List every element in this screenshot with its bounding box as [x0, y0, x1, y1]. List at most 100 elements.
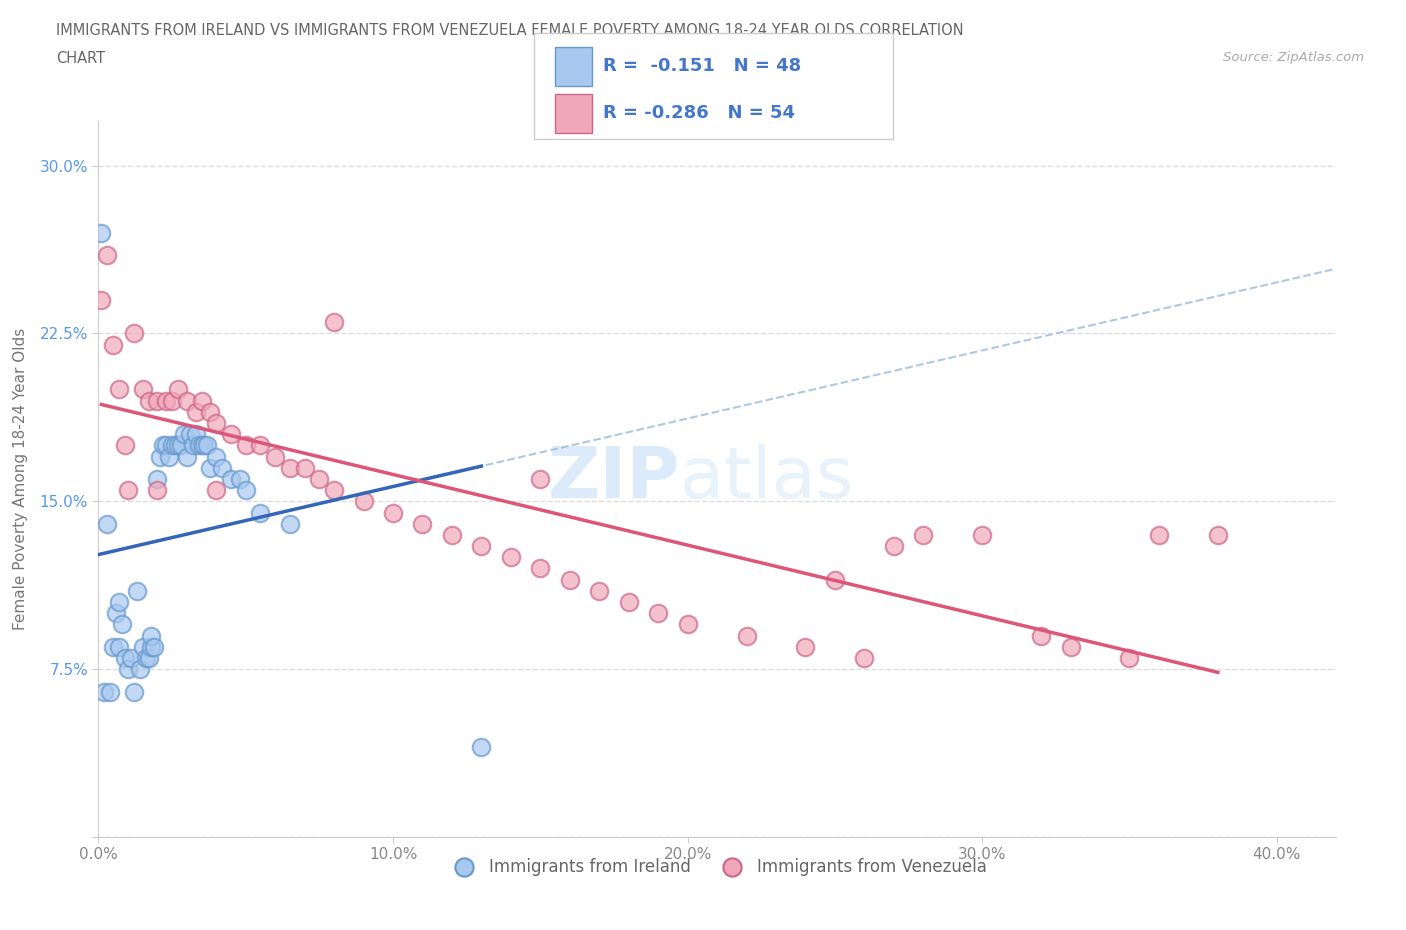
Point	[138, 651, 160, 666]
Point	[96, 516, 118, 531]
Point	[146, 472, 169, 486]
Point	[101, 639, 124, 654]
Point	[853, 651, 876, 666]
Point	[131, 382, 153, 397]
Point	[187, 438, 209, 453]
Point	[883, 538, 905, 553]
Point	[90, 225, 112, 240]
Point	[294, 460, 316, 475]
Point	[167, 438, 190, 453]
Point	[105, 605, 128, 620]
Point	[529, 472, 551, 486]
Point	[1118, 651, 1140, 666]
Point	[1059, 639, 1081, 654]
Point	[146, 483, 169, 498]
Point	[676, 617, 699, 631]
Point	[117, 662, 139, 677]
Point	[1206, 527, 1229, 542]
Point	[173, 427, 195, 442]
Point	[111, 617, 134, 631]
Point	[167, 382, 190, 397]
Point	[219, 472, 242, 486]
Point	[278, 460, 301, 475]
Point	[131, 639, 153, 654]
Point	[125, 583, 148, 598]
Point	[558, 572, 581, 587]
Point	[160, 438, 183, 453]
Point	[155, 438, 177, 453]
Point	[179, 427, 201, 442]
Point	[135, 651, 157, 666]
Point	[163, 438, 186, 453]
Point	[170, 438, 193, 453]
Point	[529, 561, 551, 576]
Point	[617, 594, 640, 609]
Point	[117, 483, 139, 498]
Point	[382, 505, 405, 520]
Point	[278, 516, 301, 531]
Point	[249, 505, 271, 520]
Point	[499, 550, 522, 565]
Point	[235, 438, 257, 453]
Legend: Immigrants from Ireland, Immigrants from Venezuela: Immigrants from Ireland, Immigrants from…	[440, 851, 994, 883]
Point	[735, 628, 758, 643]
Point	[108, 639, 131, 654]
Point	[149, 449, 172, 464]
Point	[211, 460, 233, 475]
Text: R =  -0.151   N = 48: R = -0.151 N = 48	[603, 58, 801, 75]
Point	[1029, 628, 1052, 643]
Point	[205, 449, 228, 464]
Point	[588, 583, 610, 598]
Point	[128, 662, 150, 677]
Point	[152, 438, 174, 453]
Point	[93, 684, 115, 699]
Point	[193, 438, 215, 453]
Point	[120, 651, 142, 666]
Point	[647, 605, 669, 620]
Point	[101, 338, 124, 352]
Point	[200, 460, 222, 475]
Point	[205, 483, 228, 498]
Point	[197, 438, 219, 453]
Point	[160, 393, 183, 408]
Point	[155, 393, 177, 408]
Point	[794, 639, 817, 654]
Point	[146, 393, 169, 408]
Point	[912, 527, 935, 542]
Point	[219, 427, 242, 442]
Point	[138, 393, 160, 408]
Point	[972, 527, 994, 542]
Point	[440, 527, 463, 542]
Point	[143, 639, 166, 654]
Point	[249, 438, 271, 453]
Point	[190, 438, 212, 453]
Text: ZIP: ZIP	[548, 445, 681, 513]
Point	[200, 405, 222, 419]
Point	[411, 516, 433, 531]
Point	[122, 684, 145, 699]
Point	[114, 651, 136, 666]
Point	[157, 449, 180, 464]
Point	[470, 740, 492, 755]
Text: Source: ZipAtlas.com: Source: ZipAtlas.com	[1223, 51, 1364, 64]
Point	[308, 472, 330, 486]
Text: IMMIGRANTS FROM IRELAND VS IMMIGRANTS FROM VENEZUELA FEMALE POVERTY AMONG 18-24 : IMMIGRANTS FROM IRELAND VS IMMIGRANTS FR…	[56, 23, 965, 38]
Point	[229, 472, 252, 486]
Point	[176, 449, 198, 464]
Point	[1147, 527, 1170, 542]
Point	[122, 326, 145, 341]
Point	[470, 538, 492, 553]
Point	[205, 416, 228, 431]
Text: CHART: CHART	[56, 51, 105, 66]
Point	[90, 293, 112, 308]
Y-axis label: Female Poverty Among 18-24 Year Olds: Female Poverty Among 18-24 Year Olds	[14, 328, 28, 631]
Text: atlas: atlas	[681, 445, 855, 513]
Point	[184, 427, 207, 442]
Point	[176, 393, 198, 408]
Point	[235, 483, 257, 498]
Point	[264, 449, 287, 464]
Point	[824, 572, 846, 587]
Point	[96, 247, 118, 262]
Point	[181, 438, 204, 453]
Point	[108, 594, 131, 609]
